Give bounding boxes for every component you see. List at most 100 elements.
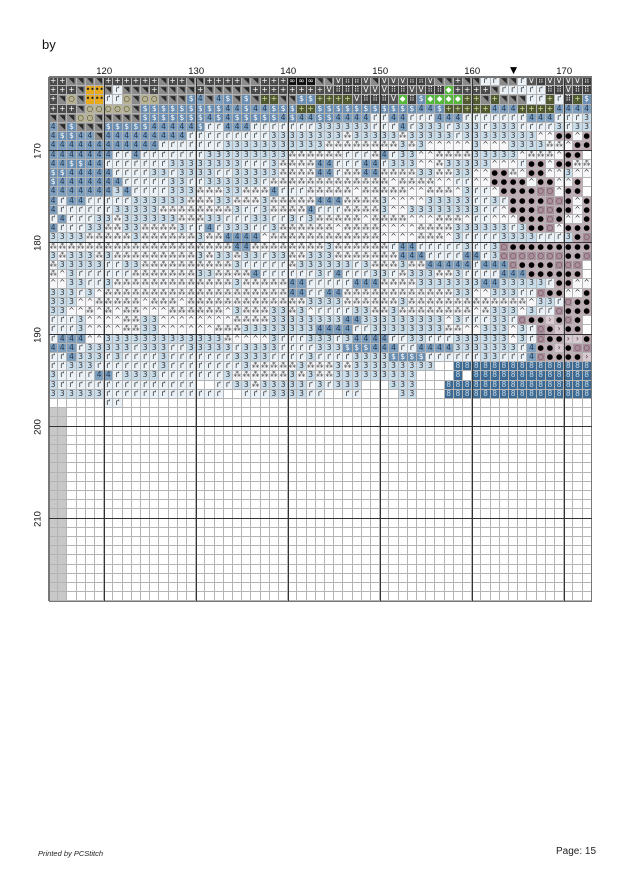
stitch-cell: 3 bbox=[481, 159, 491, 169]
stitch-cell bbox=[104, 564, 114, 574]
stitch-cell bbox=[435, 491, 445, 501]
stitch-cell: ⁂ bbox=[251, 187, 261, 197]
stitch-cell bbox=[288, 518, 298, 528]
stitch-cell bbox=[306, 491, 316, 501]
stitch-cell bbox=[407, 435, 417, 445]
stitch-cell bbox=[380, 546, 390, 556]
stitch-cell: ◥ bbox=[168, 95, 178, 105]
stitch-cell: 4 bbox=[49, 343, 59, 353]
stitch-cell: 4 bbox=[527, 113, 537, 123]
stitch-cell: 4 bbox=[398, 251, 408, 261]
stitch-cell: ^ bbox=[499, 159, 509, 169]
stitch-cell bbox=[417, 371, 427, 381]
stitch-cell: ґ bbox=[343, 150, 353, 160]
stitch-cell: ⁂ bbox=[435, 159, 445, 169]
stitch-cell: ґ bbox=[196, 362, 206, 372]
stitch-cell: ґ bbox=[251, 224, 261, 234]
stitch-cell bbox=[315, 463, 325, 473]
stitch-cell: › bbox=[573, 334, 583, 344]
stitch-cell bbox=[306, 481, 316, 491]
stitch-cell: ґ bbox=[361, 150, 371, 160]
stitch-cell: 3 bbox=[407, 205, 417, 215]
stitch-cell: 4 bbox=[288, 288, 298, 298]
stitch-cell: ⁂ bbox=[168, 261, 178, 271]
stitch-cell bbox=[177, 426, 187, 436]
stitch-cell: ⁂ bbox=[306, 224, 316, 234]
stitch-cell bbox=[233, 527, 243, 537]
stitch-cell: ґ bbox=[435, 251, 445, 261]
stitch-cell bbox=[518, 583, 528, 593]
stitch-cell: 3 bbox=[122, 215, 132, 225]
stitch-cell: 3 bbox=[334, 371, 344, 381]
stitch-cell bbox=[426, 472, 436, 482]
stitch-cell: 3 bbox=[361, 371, 371, 381]
stitch-cell: ґ bbox=[536, 307, 546, 317]
stitch-cell bbox=[453, 399, 463, 409]
stitch-cell: 3 bbox=[398, 261, 408, 271]
stitch-cell bbox=[76, 445, 86, 455]
stitch-cell: ⁂ bbox=[398, 307, 408, 317]
stitch-cell bbox=[150, 399, 160, 409]
stitch-cell bbox=[509, 583, 519, 593]
stitch-cell bbox=[499, 399, 509, 409]
stitch-cell bbox=[233, 463, 243, 473]
stitch-cell: ґ bbox=[131, 187, 141, 197]
stitch-cell: 3 bbox=[297, 307, 307, 317]
stitch-cell: ⁂ bbox=[242, 307, 252, 317]
stitch-cell: ◥ bbox=[76, 123, 86, 133]
stitch-cell bbox=[260, 518, 270, 528]
stitch-cell bbox=[49, 481, 59, 491]
stitch-cell: ⁂ bbox=[242, 279, 252, 289]
stitch-cell bbox=[269, 472, 279, 482]
stitch-cell: ⁂ bbox=[205, 242, 215, 252]
stitch-cell bbox=[168, 454, 178, 464]
stitch-cell bbox=[242, 583, 252, 593]
stitch-cell bbox=[573, 518, 583, 528]
stitch-cell bbox=[527, 564, 537, 574]
stitch-cell bbox=[481, 573, 491, 583]
stitch-cell: ґ bbox=[426, 334, 436, 344]
stitch-cell bbox=[242, 537, 252, 547]
stitch-cell: $ bbox=[205, 104, 215, 114]
stitch-cell: 3 bbox=[499, 334, 509, 344]
stitch-cell: ◥ bbox=[67, 113, 77, 123]
stitch-cell: 3 bbox=[334, 362, 344, 372]
stitch-cell bbox=[242, 555, 252, 565]
stitch-cell: ⁂ bbox=[315, 178, 325, 188]
stitch-cell: ⁂ bbox=[343, 215, 353, 225]
stitch-cell bbox=[343, 527, 353, 537]
stitch-cell: 3 bbox=[223, 251, 233, 261]
stitch-cell: › bbox=[545, 316, 555, 326]
stitch-cell bbox=[453, 408, 463, 418]
stitch-cell: ґ bbox=[177, 371, 187, 381]
stitch-cell: ◥ bbox=[444, 77, 454, 87]
stitch-cell bbox=[242, 435, 252, 445]
stitch-cell bbox=[122, 481, 132, 491]
stitch-cell bbox=[76, 518, 86, 528]
stitch-cell: $ bbox=[242, 104, 252, 114]
stitch-cell: ⁂ bbox=[453, 150, 463, 160]
stitch-cell bbox=[141, 500, 151, 510]
stitch-cell bbox=[343, 463, 353, 473]
stitch-cell: ⁂ bbox=[223, 279, 233, 289]
stitch-cell bbox=[168, 435, 178, 445]
stitch-cell: 3 bbox=[499, 224, 509, 234]
stitch-cell: ◥ bbox=[435, 77, 445, 87]
stitch-cell bbox=[407, 472, 417, 482]
stitch-cell bbox=[223, 472, 233, 482]
stitch-cell bbox=[150, 426, 160, 436]
stitch-cell: $ bbox=[361, 104, 371, 114]
stitch-cell bbox=[573, 555, 583, 565]
stitch-cell: 4 bbox=[168, 123, 178, 133]
stitch-cell bbox=[435, 481, 445, 491]
stitch-cell: ґ bbox=[113, 371, 123, 381]
stitch-cell: ґ bbox=[122, 353, 132, 363]
stitch-cell: ґ bbox=[113, 261, 123, 271]
stitch-cell bbox=[141, 481, 151, 491]
stitch-cell bbox=[113, 546, 123, 556]
stitch-cell bbox=[361, 472, 371, 482]
stitch-cell bbox=[472, 491, 482, 501]
stitch-cell: $ bbox=[214, 113, 224, 123]
stitch-cell: ^ bbox=[481, 288, 491, 298]
stitch-cell: 3 bbox=[260, 215, 270, 225]
